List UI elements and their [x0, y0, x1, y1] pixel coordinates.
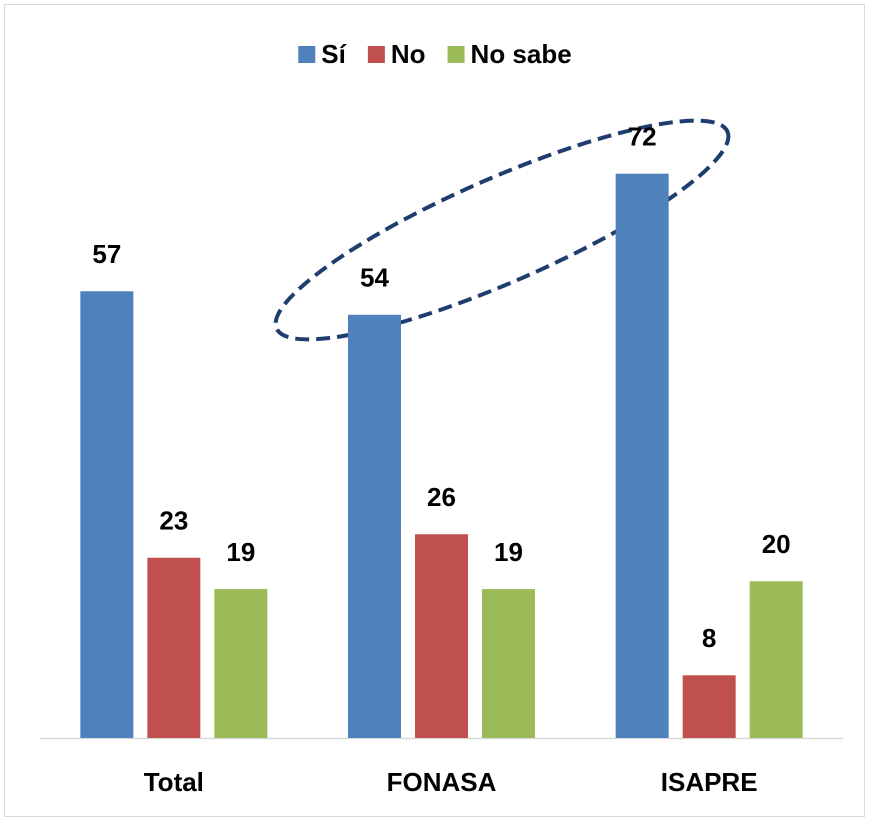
- bar: [415, 534, 468, 738]
- x-tick-label: Total: [144, 767, 204, 797]
- legend-label: Sí: [321, 39, 346, 69]
- data-label: 20: [762, 529, 791, 559]
- data-label: 23: [159, 506, 188, 536]
- bar: [482, 589, 535, 738]
- data-label: 26: [427, 482, 456, 512]
- bar: [749, 581, 803, 738]
- bar: [214, 589, 268, 738]
- x-tick-label: FONASA: [387, 767, 497, 797]
- data-label: 19: [226, 537, 255, 567]
- legend-swatch: [298, 46, 316, 63]
- legend-swatch: [447, 46, 465, 63]
- x-tick-label: ISAPRE: [661, 767, 758, 797]
- legend-label: No: [391, 39, 426, 69]
- bar: [615, 173, 669, 738]
- data-label: 57: [92, 239, 121, 269]
- data-label: 72: [628, 122, 657, 152]
- bar: [147, 557, 201, 738]
- data-label: 8: [702, 623, 716, 653]
- legend-swatch: [367, 46, 385, 63]
- highlight-ellipse: [273, 118, 731, 342]
- legend-label: No sabe: [471, 39, 572, 69]
- bar: [80, 291, 134, 738]
- legend: Sí No No sabe: [298, 39, 572, 69]
- bar: [682, 675, 736, 738]
- data-label: 54: [360, 263, 389, 293]
- bar: [348, 314, 401, 738]
- data-label: 19: [494, 537, 523, 567]
